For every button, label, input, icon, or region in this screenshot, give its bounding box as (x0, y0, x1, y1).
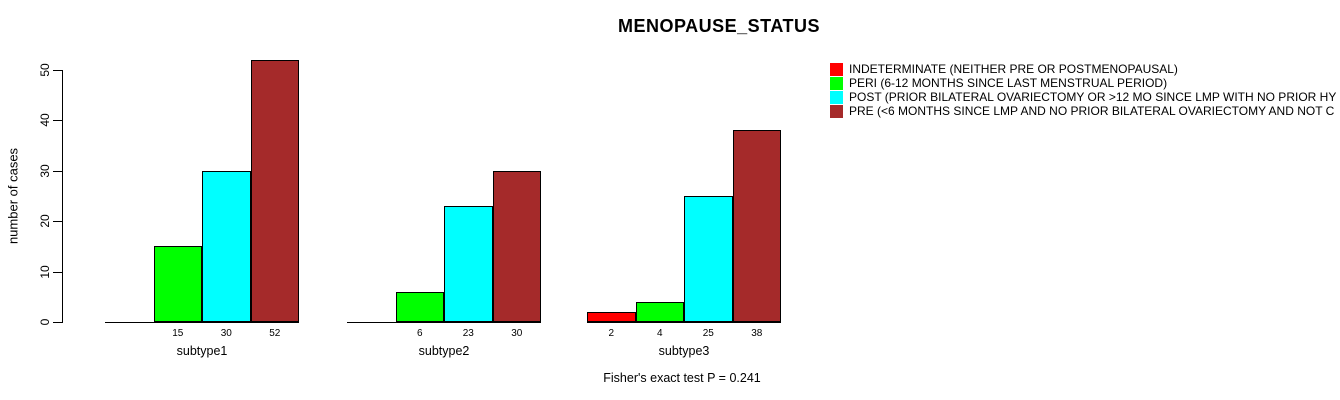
bar-subtype3-series3 (732, 130, 781, 322)
legend-color-swatch (830, 105, 843, 118)
y-axis-tick (53, 322, 62, 323)
bar-subtype1-series3 (250, 59, 299, 322)
bar-subtype3-series2 (684, 196, 733, 322)
legend-item: PERI (6-12 MONTHS SINCE LAST MENSTRUAL P… (830, 77, 1167, 90)
y-axis-tick (53, 170, 62, 172)
y-axis-tick-label: 20 (38, 214, 52, 228)
bar-subtype2-series3 (492, 170, 541, 322)
bar-value-label: 2 (608, 328, 615, 339)
y-axis-tick-label: 50 (38, 63, 52, 77)
bar-subtype2-series1 (395, 291, 444, 322)
fisher-test-annotation: Fisher's exact test P = 0.241 (603, 371, 761, 385)
legend-item-label: PRE (<6 MONTHS SINCE LMP AND NO PRIOR BI… (849, 104, 1335, 118)
y-axis-tick (53, 271, 62, 273)
bar-subtype1-series1 (153, 246, 202, 322)
y-axis-line (62, 70, 63, 323)
legend-color-swatch (830, 77, 843, 90)
y-axis-label: number of cases (5, 147, 21, 245)
bar-subtype2-series2 (444, 206, 493, 322)
y-axis-tick (53, 221, 62, 223)
legend-item-label: INDETERMINATE (NEITHER PRE OR POSTMENOPA… (849, 62, 1178, 76)
bar-value-label: 30 (511, 328, 523, 339)
bar-value-label: 38 (751, 328, 763, 339)
bar-subtype3-series0 (587, 311, 636, 322)
legend-item: INDETERMINATE (NEITHER PRE OR POSTMENOPA… (830, 63, 1178, 76)
bar-subtype1-series2 (202, 170, 251, 322)
x-axis-baseline (347, 322, 541, 323)
bar-value-label: 25 (702, 328, 714, 339)
legend-item: POST (PRIOR BILATERAL OVARIECTOMY OR >12… (830, 91, 1336, 104)
y-axis-tick (53, 120, 62, 122)
bar-value-label: 30 (220, 328, 232, 339)
legend-color-swatch (830, 63, 843, 76)
x-axis-baseline (105, 322, 299, 323)
legend-item-label: PERI (6-12 MONTHS SINCE LAST MENSTRUAL P… (849, 76, 1168, 90)
bar-value-label: 6 (416, 328, 423, 339)
bar-value-label: 4 (656, 328, 663, 339)
y-axis-tick (53, 70, 62, 71)
bar-value-label: 15 (172, 328, 184, 339)
y-axis-tick-label: 40 (38, 113, 52, 128)
chart-title: MENOPAUSE_STATUS (617, 16, 821, 36)
category-label-subtype3: subtype3 (658, 344, 710, 358)
category-label-subtype1: subtype1 (176, 344, 228, 358)
x-axis-baseline (587, 322, 781, 323)
bar-subtype3-series1 (635, 301, 684, 322)
bar-value-label: 52 (269, 328, 281, 339)
legend-item: PRE (<6 MONTHS SINCE LMP AND NO PRIOR BI… (830, 105, 1334, 118)
y-axis-tick-label: 0 (38, 318, 52, 326)
legend-item-label: POST (PRIOR BILATERAL OVARIECTOMY OR >12… (849, 90, 1337, 104)
y-axis-tick-label: 30 (38, 164, 52, 178)
category-label-subtype2: subtype2 (418, 344, 470, 358)
bar-value-label: 23 (462, 328, 474, 339)
legend-color-swatch (830, 91, 843, 104)
y-axis-tick-label: 10 (38, 264, 52, 279)
